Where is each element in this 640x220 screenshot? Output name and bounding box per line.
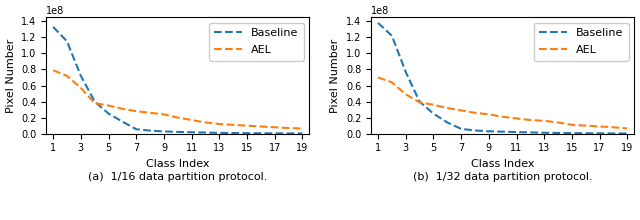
AEL [402, 93, 410, 96]
AEL [457, 109, 465, 112]
Baseline [388, 34, 396, 37]
Baseline [174, 131, 182, 133]
AEL [160, 113, 168, 116]
AEL [596, 125, 604, 128]
Baseline [582, 132, 589, 135]
Text: 1e8: 1e8 [46, 6, 65, 16]
Baseline [49, 26, 57, 28]
Baseline [63, 40, 71, 43]
AEL [471, 112, 479, 114]
Baseline [527, 131, 534, 134]
AEL [299, 127, 307, 130]
Line: AEL: AEL [53, 70, 303, 128]
Baseline [610, 132, 618, 135]
Baseline [257, 132, 265, 135]
Baseline [485, 130, 493, 133]
Baseline [444, 121, 451, 124]
Legend: Baseline, AEL: Baseline, AEL [209, 23, 304, 61]
Baseline [513, 131, 520, 133]
AEL [285, 127, 292, 129]
Baseline [402, 71, 410, 73]
Line: Baseline: Baseline [378, 23, 627, 134]
AEL [554, 121, 562, 124]
AEL [271, 126, 278, 128]
AEL [147, 112, 154, 114]
Baseline [299, 132, 307, 135]
Title: (b)  1/32 data partition protocol.: (b) 1/32 data partition protocol. [413, 172, 593, 182]
AEL [243, 124, 251, 127]
AEL [568, 124, 576, 126]
Baseline [105, 112, 113, 115]
AEL [188, 119, 195, 121]
Baseline [623, 132, 631, 135]
X-axis label: Class Index: Class Index [146, 159, 209, 169]
Title: (a)  1/16 data partition protocol.: (a) 1/16 data partition protocol. [88, 172, 268, 182]
AEL [49, 69, 57, 72]
Baseline [457, 128, 465, 130]
AEL [444, 107, 451, 109]
Legend: Baseline, AEL: Baseline, AEL [534, 23, 628, 61]
AEL [623, 127, 631, 130]
AEL [582, 124, 589, 127]
AEL [132, 110, 140, 112]
Text: 1e8: 1e8 [371, 6, 389, 16]
Baseline [132, 128, 140, 131]
AEL [63, 75, 71, 77]
Baseline [374, 22, 382, 24]
Baseline [118, 120, 126, 123]
Baseline [429, 112, 437, 115]
AEL [118, 108, 126, 110]
AEL [105, 104, 113, 107]
Baseline [596, 132, 604, 135]
Baseline [160, 130, 168, 133]
X-axis label: Class Index: Class Index [471, 159, 534, 169]
AEL [513, 117, 520, 120]
AEL [485, 113, 493, 116]
Baseline [499, 130, 506, 133]
Baseline [147, 129, 154, 132]
Baseline [91, 100, 99, 103]
Baseline [416, 100, 424, 103]
Baseline [285, 132, 292, 135]
Baseline [216, 132, 223, 134]
Baseline [554, 132, 562, 134]
AEL [91, 102, 99, 104]
AEL [527, 119, 534, 121]
Line: AEL: AEL [378, 77, 627, 128]
AEL [229, 124, 237, 126]
AEL [540, 119, 548, 122]
AEL [257, 125, 265, 128]
Baseline [229, 132, 237, 134]
Y-axis label: Pixel Number: Pixel Number [330, 38, 340, 113]
Line: Baseline: Baseline [53, 27, 303, 134]
Y-axis label: Pixel Number: Pixel Number [6, 38, 15, 113]
Baseline [471, 129, 479, 132]
AEL [202, 121, 209, 124]
AEL [610, 126, 618, 128]
AEL [216, 123, 223, 125]
Baseline [188, 131, 195, 134]
AEL [77, 87, 84, 89]
Baseline [568, 132, 576, 134]
Baseline [540, 131, 548, 134]
AEL [499, 116, 506, 118]
AEL [388, 81, 396, 84]
AEL [374, 76, 382, 79]
AEL [174, 116, 182, 119]
Baseline [77, 75, 84, 77]
Baseline [243, 132, 251, 134]
Baseline [202, 131, 209, 134]
AEL [429, 103, 437, 106]
Baseline [271, 132, 278, 135]
AEL [416, 101, 424, 104]
